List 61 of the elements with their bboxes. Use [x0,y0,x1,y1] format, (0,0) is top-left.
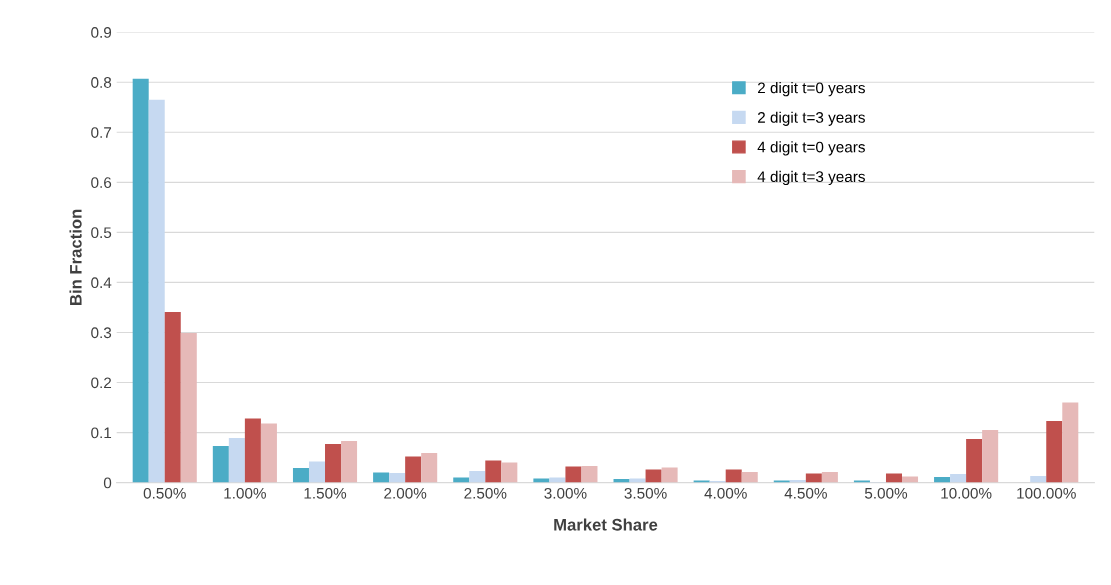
y-tick-label: 0.1 [91,427,112,439]
bar [260,423,277,483]
bar [950,474,967,483]
bar [389,473,406,483]
bar [212,446,229,483]
bar [164,311,181,483]
y-tick-label: 0.6 [91,177,112,189]
bar [934,477,951,483]
bar [469,471,486,483]
y-tick-label: 0.7 [91,127,112,138]
bar [565,466,582,483]
x-tick-label: 1.00% [224,487,266,499]
bar [485,460,502,483]
legend-label: 2 digit t=0 years [757,82,865,97]
bar [1046,421,1063,483]
bar [645,469,662,483]
y-tick-label: 0.9 [91,27,112,38]
x-axis-title: Market Share [554,518,658,531]
bar [982,430,999,483]
bar [373,472,390,483]
bar [244,418,261,483]
x-tick-label: 5.00% [864,487,908,499]
y-tick-label: 0.3 [91,327,112,339]
bar [132,78,149,483]
bar [741,472,758,483]
bar [421,453,438,483]
bar [228,438,245,483]
x-tick-label: 1.50% [304,487,347,499]
x-tick-label: 4.00% [704,487,747,499]
bar [341,441,358,483]
bar [1062,402,1079,483]
y-tick-label: 0.2 [91,377,112,389]
x-tick-label: 4.50% [784,487,827,499]
x-tick-label: 10.00% [941,487,992,499]
y-tick-label: 0.8 [91,77,112,88]
x-tick-label: 0.50% [143,487,186,499]
x-tick-label: 2.50% [464,487,507,499]
y-tick-label: 0.4 [91,277,112,289]
bar [501,462,518,483]
bar [325,444,342,483]
x-tick-label: 100.00% [1017,487,1076,499]
legend-label: 4 digit t=3 years [757,170,865,186]
x-tick-label: 3.00% [544,487,587,499]
x-tick-label: 3.50% [624,487,667,499]
bar [1030,476,1047,483]
bar [148,99,165,483]
legend-label: 4 digit t=0 years [757,141,865,156]
bar [308,461,326,483]
bar [292,468,309,483]
bar [821,472,838,483]
y-tick-label: 0 [103,477,112,489]
y-axis-title: Bin Fraction [69,209,82,305]
bar [661,467,678,483]
y-tick-label: 0.5 [91,227,112,239]
bar [966,439,983,483]
bar [405,456,422,483]
bar [581,466,598,483]
bar [180,332,197,483]
legend-label: 2 digit t=3 years [757,111,865,126]
x-tick-label: 2.00% [384,487,427,499]
bar [725,469,742,483]
